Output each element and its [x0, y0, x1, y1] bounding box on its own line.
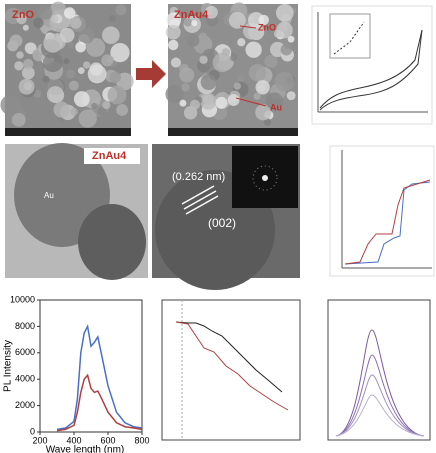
grain: [228, 94, 240, 106]
grain: [51, 15, 59, 23]
chart-frame: [162, 300, 300, 440]
grain: [249, 64, 266, 81]
y-axis-label: PL Intensity: [3, 340, 14, 392]
panel-label: ZnO: [12, 9, 34, 21]
panel-label: ZnAu4: [92, 150, 127, 162]
grain: [168, 40, 178, 50]
grain: [213, 53, 232, 72]
grain: [199, 32, 207, 40]
grain: [107, 56, 114, 63]
y-tick-label: 10000: [10, 294, 35, 304]
y-tick-label: 2000: [15, 400, 35, 410]
grain: [108, 85, 127, 104]
annotation: ZnO: [258, 22, 276, 32]
absorption-chart: [330, 146, 434, 276]
grain: [166, 25, 181, 40]
grain: [200, 93, 217, 110]
grain: [275, 72, 295, 92]
annotation: (0.262 nm): [172, 171, 225, 183]
kinetics-chart: [162, 300, 300, 440]
grain: [245, 42, 261, 58]
grain: [276, 22, 293, 39]
grain: [43, 33, 62, 52]
annotation: Au: [270, 102, 282, 112]
grain: [102, 101, 110, 109]
grain: [75, 42, 86, 53]
x-axis-label: Wave length (nm): [46, 445, 125, 453]
annotation: Au: [44, 191, 54, 200]
grain: [78, 67, 85, 74]
grain: [47, 86, 64, 103]
y-tick-label: 8000: [15, 321, 35, 331]
grain: [171, 58, 181, 68]
grain: [23, 59, 33, 69]
grain: [16, 51, 24, 59]
series-line: [57, 326, 142, 429]
grain: [70, 108, 77, 115]
y-tick-label: 6000: [15, 347, 35, 357]
x-tick-label: 800: [134, 435, 149, 445]
grain: [179, 68, 194, 83]
grain: [66, 69, 75, 78]
grain: [19, 79, 35, 95]
grain: [237, 75, 245, 83]
grain: [234, 82, 241, 89]
figure: ZnO ZnAu4 ZnO Au ZnAu4 Au (0.262 nm) (00…: [0, 0, 436, 453]
grain: [23, 25, 29, 31]
grain: [276, 4, 294, 22]
grain: [181, 83, 189, 91]
grain: [257, 84, 265, 92]
grain: [12, 113, 26, 127]
grain: [187, 34, 200, 47]
grain: [179, 100, 186, 107]
grain: [264, 55, 277, 68]
grain: [287, 91, 296, 100]
grain: [237, 38, 245, 46]
grain: [42, 76, 49, 83]
grain: [14, 61, 23, 70]
chart-frame: [330, 146, 434, 276]
diffraction-center: [262, 175, 268, 181]
grain: [10, 34, 23, 47]
grain: [109, 15, 116, 22]
grain: [88, 65, 107, 84]
plot-frame: [40, 300, 142, 432]
page: ZnO ZnAu4 ZnO Au ZnAu4 Au (0.262 nm) (00…: [0, 0, 436, 453]
isotherm-chart: [312, 6, 432, 124]
grain: [0, 95, 20, 115]
annotation: (002): [208, 216, 236, 230]
grain: [33, 50, 39, 56]
grain: [115, 4, 126, 15]
grain: [254, 93, 261, 100]
grain: [102, 26, 120, 44]
grain: [190, 100, 200, 110]
grain: [38, 5, 52, 19]
scale-bar: [168, 128, 298, 136]
grain: [68, 42, 74, 48]
grain: [116, 104, 128, 116]
series-line: [57, 375, 142, 430]
panel-label: ZnAu4: [174, 9, 209, 21]
grain: [201, 74, 217, 90]
grain: [91, 103, 97, 109]
grain: [33, 18, 44, 29]
arrow: [136, 60, 166, 88]
grain: [74, 91, 90, 107]
grain: [79, 109, 97, 127]
spectra-chart: [328, 300, 430, 440]
grain: [69, 81, 79, 91]
grain: [191, 20, 197, 26]
scale-bar: [5, 128, 131, 136]
grain: [63, 58, 69, 64]
grain: [215, 97, 227, 109]
grain: [53, 102, 69, 118]
grain: [83, 61, 90, 68]
grain: [110, 72, 122, 84]
y-tick-label: 4000: [15, 374, 35, 384]
grain: [199, 56, 207, 64]
grain: [281, 44, 293, 56]
particle: [78, 204, 146, 280]
grain: [70, 17, 81, 28]
